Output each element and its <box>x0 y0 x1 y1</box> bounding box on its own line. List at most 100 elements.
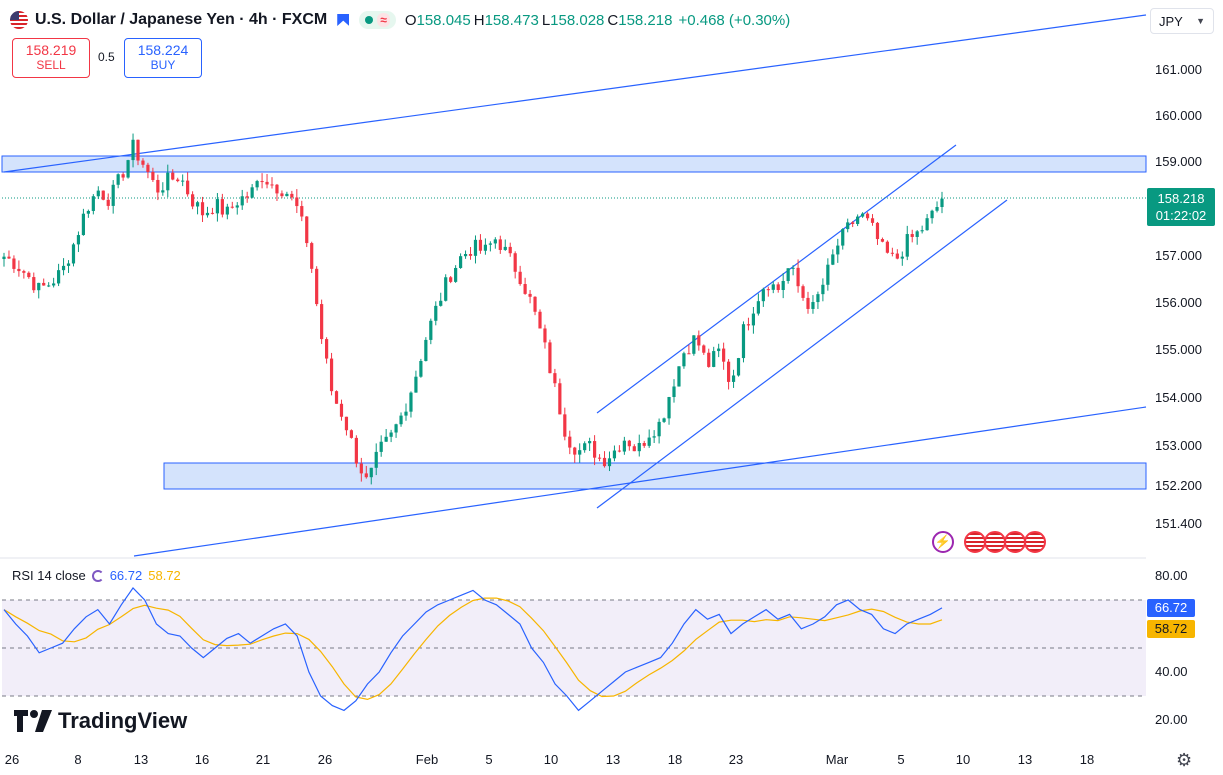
candle-body <box>662 418 666 422</box>
time-axis-tick: 13 <box>605 752 621 767</box>
bookmark-icon[interactable] <box>337 14 350 26</box>
candle-body <box>458 256 463 268</box>
rsi-legend[interactable]: RSI 14 close 66.72 58.72 <box>12 568 181 583</box>
price-pane[interactable] <box>1 14 1147 557</box>
candle-body <box>339 403 344 417</box>
candle-body <box>300 206 304 217</box>
refresh-icon[interactable] <box>91 569 104 582</box>
lightning-icon[interactable]: ⚡ <box>932 531 954 553</box>
candle-body <box>642 443 646 446</box>
channel-lower-line[interactable] <box>596 199 1008 509</box>
candle-body <box>806 297 810 309</box>
candle-body <box>205 212 210 216</box>
resistance-zone[interactable] <box>1 155 1147 173</box>
time-axis-tick: 13 <box>133 752 149 767</box>
currency-selector[interactable]: JPY ▼ <box>1150 8 1214 34</box>
candle-body <box>141 160 145 165</box>
candle-body <box>181 180 185 182</box>
rsi-pane[interactable] <box>2 587 1146 712</box>
candle-body <box>712 351 716 367</box>
candle-body <box>483 244 488 251</box>
sell-button[interactable]: 158.219 SELL <box>12 38 90 78</box>
candle-body <box>220 199 224 215</box>
candle-body <box>389 432 393 437</box>
rsi-axis-tick: 20.00 <box>1155 712 1188 727</box>
candle-body <box>781 280 785 291</box>
candle-body <box>414 376 418 393</box>
candle-body <box>652 436 656 438</box>
rsi-ma-tag: 58.72 <box>1147 620 1195 638</box>
buy-button[interactable]: 158.224 BUY <box>124 38 202 78</box>
settings-gear-icon[interactable]: ⚙ <box>1176 750 1193 770</box>
candle-body <box>270 184 274 186</box>
candle-body <box>846 222 850 230</box>
candle-body <box>240 196 244 206</box>
candle-body <box>186 180 190 195</box>
candle-body <box>885 241 890 253</box>
candle-body <box>647 437 651 446</box>
candle-body <box>334 391 339 404</box>
us-flag-icon[interactable] <box>984 531 1006 553</box>
candle-body <box>588 441 592 444</box>
candle-body <box>7 256 11 259</box>
candle-body <box>61 265 66 271</box>
candle-body <box>344 416 349 431</box>
high-value: 158.473 <box>484 11 539 29</box>
support-zone[interactable] <box>163 462 1147 490</box>
price-axis-tick: 159.000 <box>1155 154 1202 169</box>
trendline-upper[interactable] <box>3 14 1147 173</box>
time-axis-tick: 13 <box>1017 752 1033 767</box>
candle-body <box>632 446 636 452</box>
candle-body <box>935 207 939 211</box>
candle-body <box>136 139 140 161</box>
candle-body <box>111 184 115 206</box>
time-axis-tick: 10 <box>543 752 559 767</box>
candle-body <box>558 383 562 415</box>
candle-body <box>434 305 438 321</box>
candle-body <box>731 375 736 382</box>
sell-label: SELL <box>36 58 66 72</box>
candle-body <box>860 213 865 217</box>
rsi-axis-tick: 40.00 <box>1155 664 1188 679</box>
candle-body <box>756 301 760 314</box>
candle-body <box>96 190 100 197</box>
candle-body <box>761 289 765 302</box>
candle-body <box>295 197 299 207</box>
chevron-down-icon: ▼ <box>1196 16 1205 26</box>
candle-body <box>439 300 443 306</box>
candle-body <box>751 313 756 326</box>
candle-body <box>915 231 919 237</box>
candle-body <box>265 181 269 185</box>
channel-upper-line[interactable] <box>596 144 957 414</box>
candle-body <box>354 437 358 464</box>
candle-body <box>930 210 934 219</box>
open-label: O <box>404 11 417 29</box>
symbol-title[interactable]: U.S. Dollar / Japanese Yen · 4h · FXCM <box>35 11 328 28</box>
candle-body <box>200 202 205 216</box>
candle-body <box>940 198 944 208</box>
tradingview-logo[interactable]: TradingView <box>14 708 187 734</box>
buy-price: 158.224 <box>137 42 189 58</box>
price-axis-tick: 156.000 <box>1155 295 1202 310</box>
candle-body <box>106 199 110 206</box>
candle-body <box>687 353 691 355</box>
time-axis-tick: 26 <box>4 752 20 767</box>
price-axis-tick: 160.000 <box>1155 108 1202 123</box>
us-flag-icon[interactable] <box>964 531 986 553</box>
candle-body <box>831 254 835 265</box>
candle-body <box>851 222 855 224</box>
market-status-pill[interactable]: ≈ <box>359 11 396 29</box>
candle-body <box>260 181 264 183</box>
price-axis-tick: 157.000 <box>1155 248 1202 263</box>
us-flag-icon[interactable] <box>1004 531 1026 553</box>
trendline-lower[interactable] <box>133 406 1147 557</box>
candle-body <box>429 320 433 340</box>
candle-body <box>543 328 547 343</box>
candle-body <box>473 239 478 256</box>
us-flag-icon[interactable] <box>1024 531 1046 553</box>
time-axis-tick: 5 <box>897 752 905 767</box>
candle-body <box>444 277 448 301</box>
candle-body <box>498 239 502 250</box>
candle-body <box>86 210 90 214</box>
